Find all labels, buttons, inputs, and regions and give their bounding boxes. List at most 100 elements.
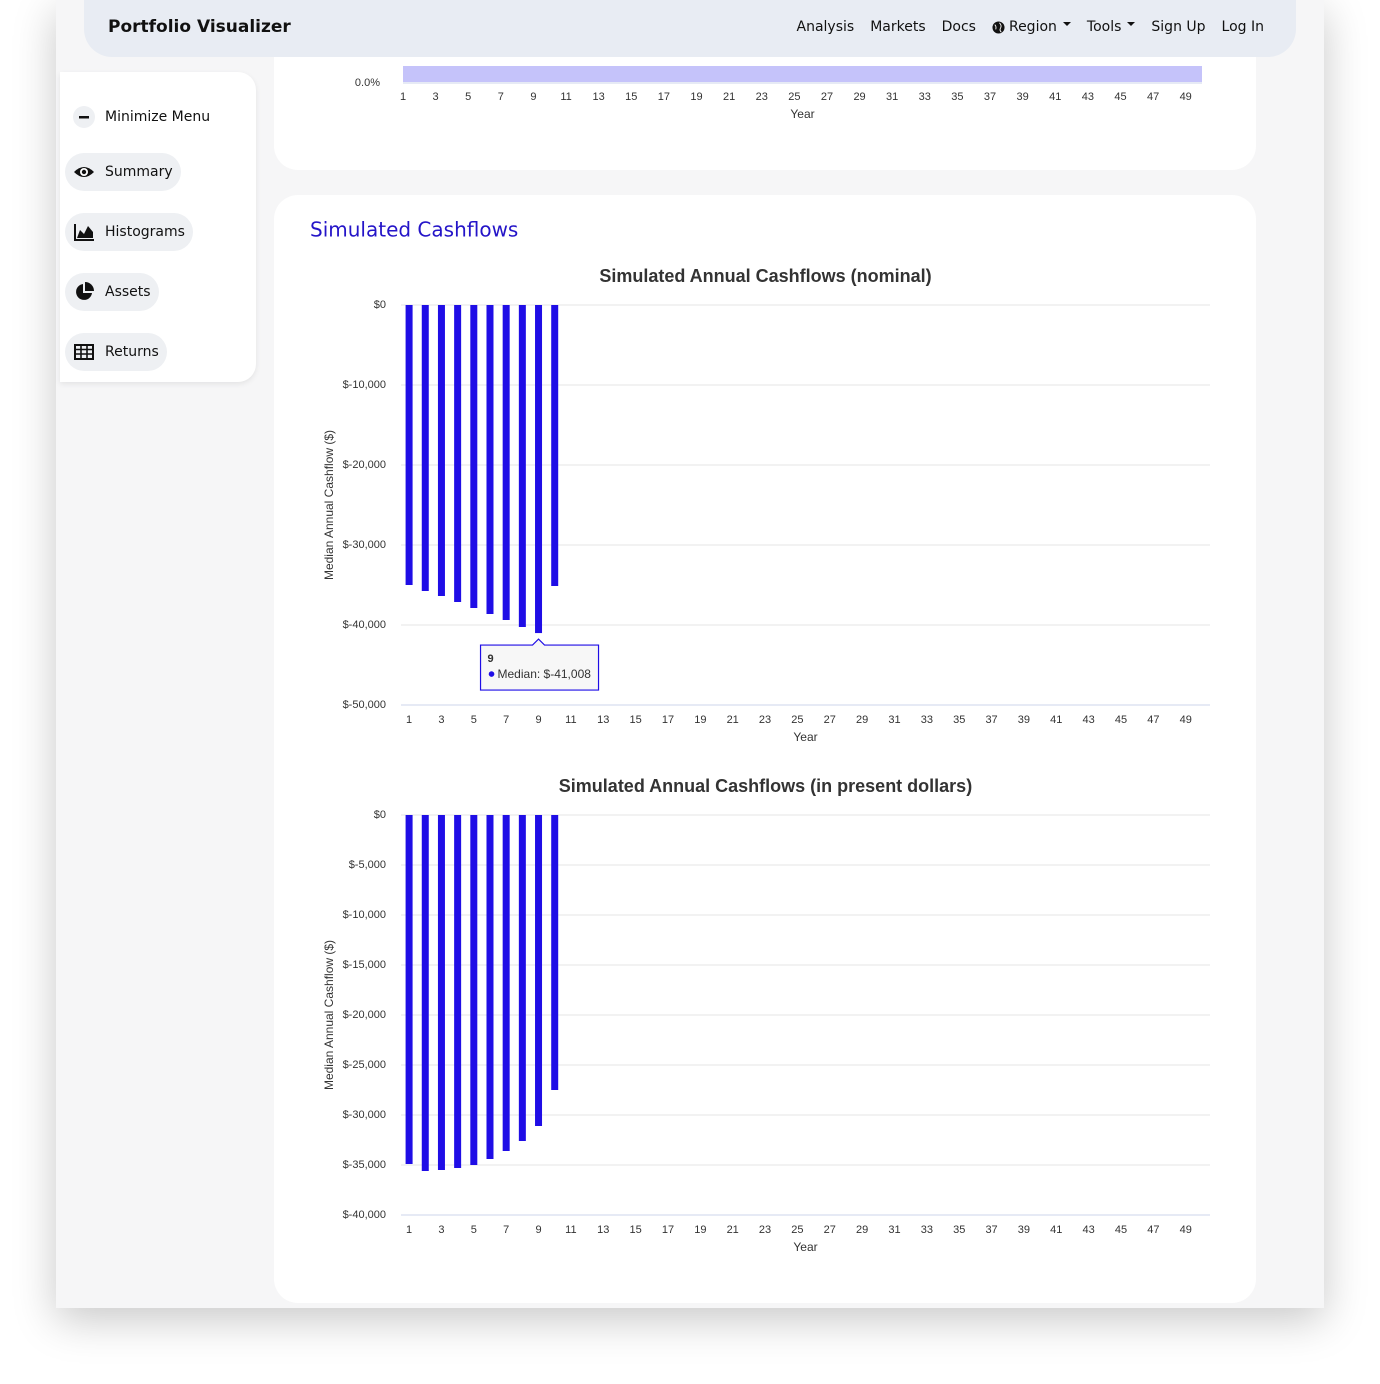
x-tick-label: 23 <box>759 714 771 726</box>
menu-label: Minimize Menu <box>105 109 211 125</box>
bar <box>502 815 510 1151</box>
x-tick-label: 3 <box>438 714 444 726</box>
x-tick-label: 25 <box>788 91 800 103</box>
menu-label: Returns <box>105 344 159 360</box>
x-tick-label: 33 <box>921 1224 933 1236</box>
x-tick-label: 49 <box>1180 1224 1192 1236</box>
y-tick-label: $0 <box>374 299 386 311</box>
y-tick-label: $-20,000 <box>343 459 386 471</box>
area-fill <box>403 66 1202 82</box>
x-tick-label: 43 <box>1083 714 1095 726</box>
bar <box>486 815 494 1159</box>
chart-icon <box>74 224 94 241</box>
nav-link[interactable]: Sign Up <box>1151 19 1206 35</box>
x-tick-label: 1 <box>406 1224 412 1236</box>
x-tick-label: 11 <box>565 1224 576 1236</box>
x-tick-label: 19 <box>694 1224 706 1236</box>
bar <box>437 305 445 596</box>
x-tick-label: 25 <box>791 714 803 726</box>
eye-icon <box>74 167 94 177</box>
bar <box>405 305 413 585</box>
tooltip-text: Median: $-41,008 <box>498 667 592 681</box>
tooltip-box <box>479 638 600 691</box>
x-tick-label: 11 <box>565 714 576 726</box>
brand[interactable]: Portfolio Visualizer <box>108 17 291 37</box>
pie-icon <box>76 282 94 300</box>
menu-item[interactable]: Minimize Menu <box>65 98 218 136</box>
x-tick-label: 5 <box>471 1224 477 1236</box>
x-tick-label: 21 <box>723 91 735 103</box>
bar <box>454 305 462 602</box>
x-tick-label: 15 <box>629 1224 641 1236</box>
x-tick-label: 47 <box>1147 91 1159 103</box>
x-tick-label: 21 <box>727 714 739 726</box>
y-tick-label: $-15,000 <box>343 959 386 971</box>
tooltip-title: 9 <box>488 653 494 665</box>
y-tick-label: $0 <box>374 809 386 821</box>
y-tick-label: $-10,000 <box>343 909 386 921</box>
x-tick-label: 29 <box>856 1224 868 1236</box>
x-tick-label: 31 <box>888 1224 900 1236</box>
chart-title: Simulated Annual Cashflows (in present d… <box>559 776 972 796</box>
x-tick-label: 45 <box>1115 1224 1127 1236</box>
tooltip-dot <box>488 671 495 677</box>
x-tick-label: 29 <box>856 714 868 726</box>
x-tick-label: 35 <box>953 714 965 726</box>
nav-link[interactable]: Markets <box>870 19 926 35</box>
x-tick-label: 5 <box>471 714 477 726</box>
x-tick-label: 3 <box>433 91 439 103</box>
x-axis-title: Year <box>790 107 814 121</box>
bar <box>502 305 510 620</box>
bar <box>551 815 559 1090</box>
x-tick-label: 9 <box>530 91 536 103</box>
nav-link[interactable]: Docs <box>941 19 976 35</box>
nav-link[interactable]: Log In <box>1221 19 1264 35</box>
menu-item[interactable]: Assets <box>65 273 159 311</box>
menu-item[interactable]: Returns <box>65 333 167 371</box>
x-tick-label: 43 <box>1082 91 1094 103</box>
bar <box>454 815 462 1168</box>
x-tick-label: 7 <box>498 91 504 103</box>
x-tick-label: 13 <box>597 1224 609 1236</box>
x-tick-label: 41 <box>1050 714 1062 726</box>
x-tick-label: 49 <box>1180 714 1192 726</box>
x-tick-label: 45 <box>1114 91 1126 103</box>
x-tick-label: 19 <box>694 714 706 726</box>
x-tick-label: 15 <box>625 91 637 103</box>
bar <box>518 305 526 627</box>
menu-item[interactable]: Histograms <box>65 213 193 251</box>
menu-item[interactable]: Summary <box>65 153 181 191</box>
x-tick-label: 49 <box>1180 91 1192 103</box>
navbar: Portfolio Visualizer Analysis Markets Do… <box>84 0 1296 57</box>
globe-icon <box>992 20 1005 34</box>
x-tick-label: 37 <box>985 1224 997 1236</box>
nav-dropdown[interactable]: Tools <box>1087 19 1136 35</box>
x-tick-label: 41 <box>1050 1224 1062 1236</box>
x-tick-label: 29 <box>853 91 865 103</box>
y-tick-label: $-5,000 <box>349 859 386 871</box>
x-tick-label: 33 <box>921 714 933 726</box>
bar <box>437 815 445 1170</box>
x-tick-label: 9 <box>535 1224 541 1236</box>
bar <box>535 305 543 634</box>
x-tick-label: 11 <box>560 91 571 103</box>
x-tick-label: 47 <box>1147 1224 1159 1236</box>
y-tick-label: $-20,000 <box>343 1009 386 1021</box>
y-tick-label: $-25,000 <box>343 1059 386 1071</box>
x-tick-label: 23 <box>759 1224 771 1236</box>
bar <box>405 815 413 1164</box>
x-tick-label: 23 <box>756 91 768 103</box>
nav-dropdown[interactable]: Region <box>992 19 1071 35</box>
x-tick-label: 39 <box>1018 714 1030 726</box>
x-tick-label: 43 <box>1083 1224 1095 1236</box>
x-tick-label: 19 <box>690 91 702 103</box>
table-icon <box>74 344 94 360</box>
x-tick-label: 27 <box>821 91 833 103</box>
x-tick-label: 35 <box>953 1224 965 1236</box>
bar <box>470 305 478 608</box>
nav-link[interactable]: Analysis <box>796 19 855 35</box>
cashflow-card <box>274 195 1256 1303</box>
x-tick-label: 1 <box>400 91 406 103</box>
